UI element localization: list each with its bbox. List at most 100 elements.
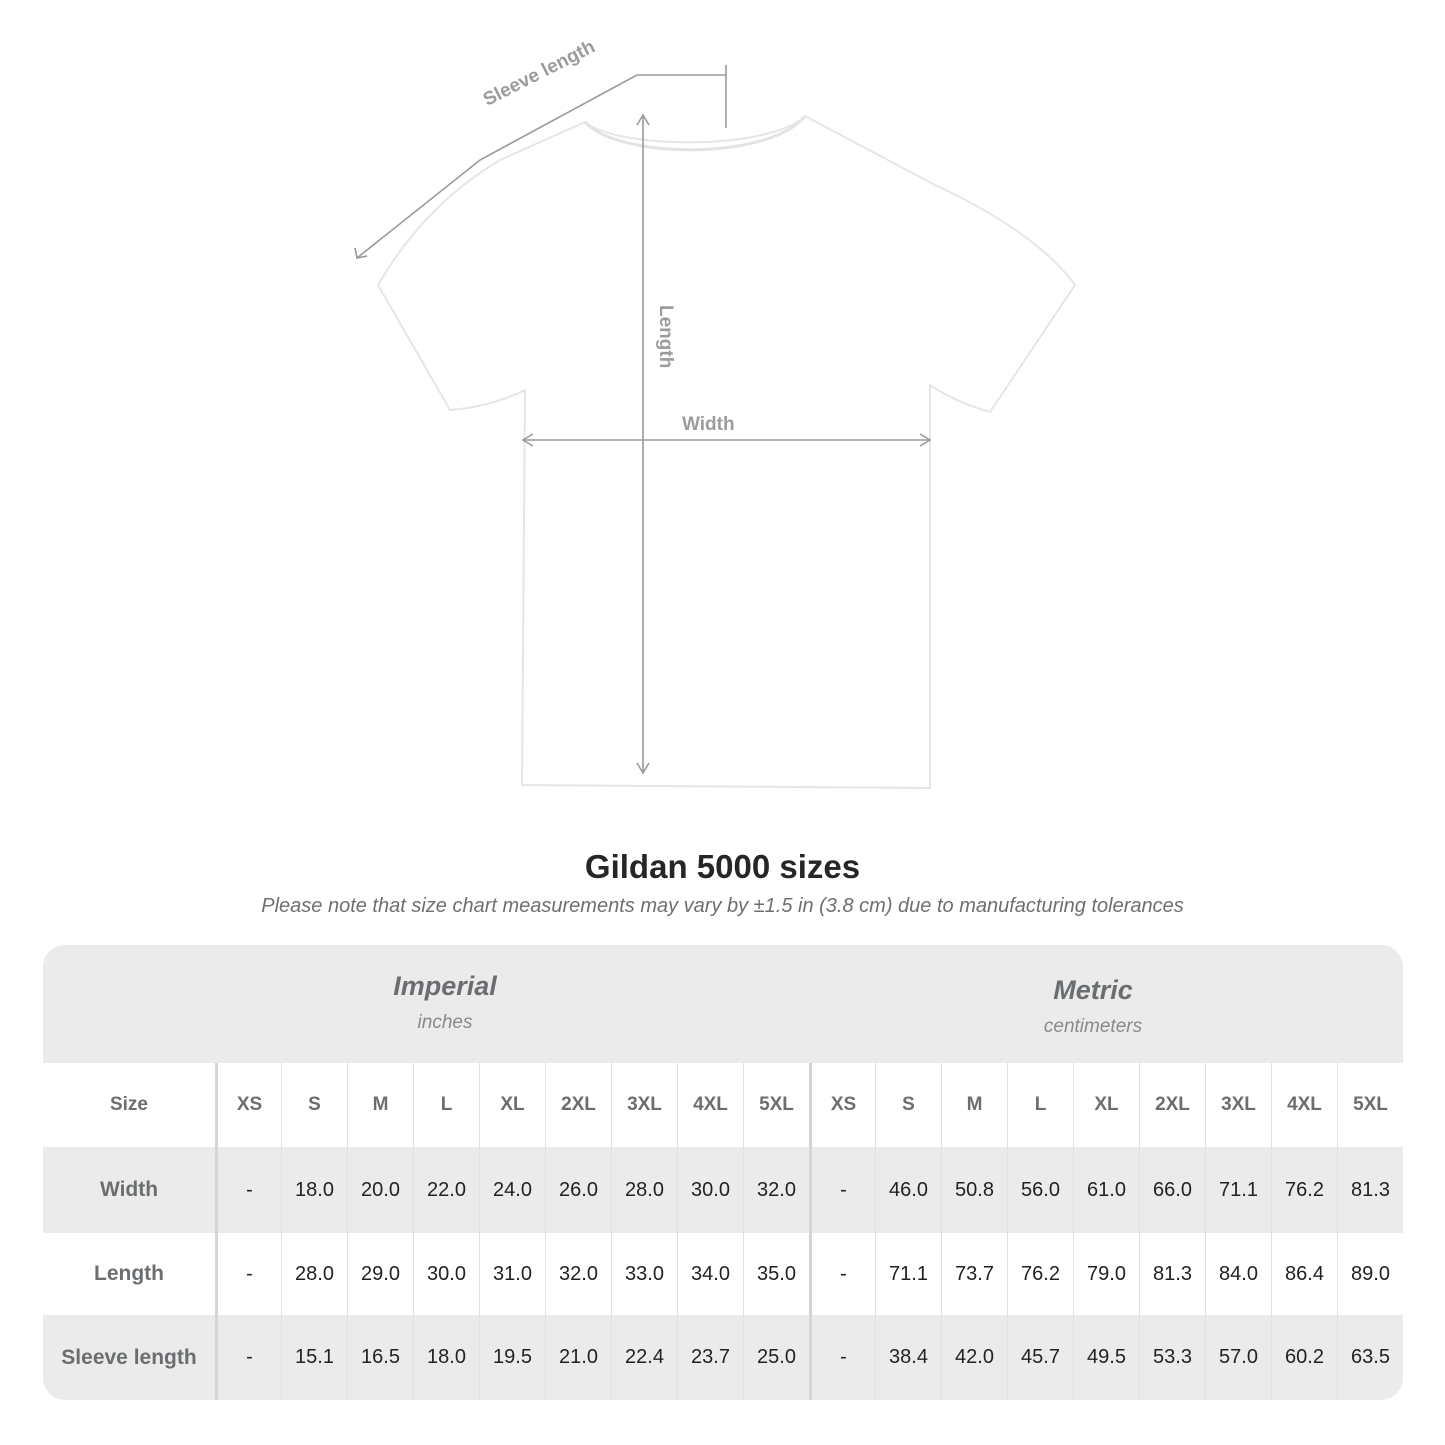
imperial-value-cell: 31.0 — [479, 1233, 545, 1315]
page-title: Gildan 5000 sizes — [584, 848, 861, 885]
metric-value-cell: 60.2 — [1271, 1315, 1337, 1400]
imperial-value-cell: 34.0 — [677, 1233, 743, 1315]
width-arrow-right — [919, 433, 932, 447]
imperial-value-cell: 28.0 — [611, 1147, 677, 1233]
sleeve-measure-line — [356, 74, 726, 259]
metric-value-cell: 73.7 — [941, 1233, 1007, 1315]
length-label: Length — [655, 305, 676, 369]
imperial-value-cell: 25.0 — [743, 1315, 809, 1400]
size-header-cell: XL — [1073, 1063, 1139, 1147]
metric-value-cell: 86.4 — [1271, 1233, 1337, 1315]
size-table: Imperial inches Metric centimeters Size X… — [43, 945, 1403, 1400]
metric-value-cell: 71.1 — [875, 1233, 941, 1315]
table-row: Width -18.0 20.0 22.0 24.0 26.0 28.0 30.0 32.0-4… — [43, 1147, 1403, 1233]
imperial-value-cell: 33.0 — [611, 1233, 677, 1315]
imperial-value-cell: 29.0 — [347, 1233, 413, 1315]
imperial-value-cell: 28.0 — [281, 1233, 347, 1315]
imperial-value-cell: 35.0 — [743, 1233, 809, 1315]
length-arrow-bottom — [636, 762, 650, 775]
sleeve-arrow — [354, 247, 368, 259]
imperial-value-cell: 18.0 — [281, 1147, 347, 1233]
imperial-value-cell: 32.0 — [743, 1147, 809, 1233]
metric-value-cell: 79.0 — [1073, 1233, 1139, 1315]
table-row: Length -28.0 29.0 30.0 31.0 32.0 33.0 34.0 35.0-… — [43, 1233, 1403, 1315]
imperial-value-cell: 30.0 — [413, 1233, 479, 1315]
imperial-value-cell: 16.5 — [347, 1315, 413, 1400]
metric-value-cell: 63.5 — [1337, 1315, 1403, 1400]
imperial-value-cell: 23.7 — [677, 1315, 743, 1400]
metric-value-cell: 76.2 — [1007, 1233, 1073, 1315]
metric-value-cell: 89.0 — [1337, 1233, 1403, 1315]
size-header-cell: 4XL — [1271, 1063, 1337, 1147]
imperial-value-cell: 20.0 — [347, 1147, 413, 1233]
imperial-value-cell: 19.5 — [479, 1315, 545, 1400]
metric-value-cell: 49.5 — [1073, 1315, 1139, 1400]
size-header-cell: L — [413, 1063, 479, 1147]
length-arrow-top — [636, 113, 650, 126]
imperial-value-cell: 15.1 — [281, 1315, 347, 1400]
metric-value-cell: - — [809, 1233, 875, 1315]
size-header-cell: L — [1007, 1063, 1073, 1147]
imperial-value-cell: - — [215, 1315, 281, 1400]
size-header-cell: 2XL — [1139, 1063, 1205, 1147]
metric-unit: centimeters — [1043, 1016, 1143, 1037]
metric-value-cell: 81.3 — [1337, 1147, 1403, 1233]
width-arrow-left — [521, 433, 534, 447]
metric-value-cell: 81.3 — [1139, 1233, 1205, 1315]
imperial-value-cell: 22.4 — [611, 1315, 677, 1400]
size-header-cell: 3XL — [611, 1063, 677, 1147]
imperial-header: Imperial inches — [148, 971, 742, 1034]
size-header-cell: XS — [215, 1063, 281, 1147]
imperial-value-cell: 22.0 — [413, 1147, 479, 1233]
metric-value-cell: 57.0 — [1205, 1315, 1271, 1400]
size-header-cell: 4XL — [677, 1063, 743, 1147]
metric-value-cell: 84.0 — [1205, 1233, 1271, 1315]
size-header-cell: XL — [479, 1063, 545, 1147]
metric-value-cell: 46.0 — [875, 1147, 941, 1233]
metric-value-cell: 56.0 — [1007, 1147, 1073, 1233]
metric-value-cell: 66.0 — [1139, 1147, 1205, 1233]
imperial-value-cell: 18.0 — [413, 1315, 479, 1400]
imperial-unit: inches — [417, 1012, 473, 1033]
row-label: Size — [109, 1094, 149, 1115]
size-header-cell: 5XL — [1337, 1063, 1403, 1147]
row-label: Length — [94, 1262, 164, 1285]
metric-title: Metric — [1053, 975, 1133, 1005]
imperial-value-cell: 32.0 — [545, 1233, 611, 1315]
metric-value-cell: 76.2 — [1271, 1147, 1337, 1233]
imperial-value-cell: 24.0 — [479, 1147, 545, 1233]
metric-value-cell: 45.7 — [1007, 1315, 1073, 1400]
collar — [583, 115, 807, 152]
size-header-row: Size XS S M L XL 2XL 3XL 4XL 5XL XS S M L XL 2XL 3XL 4XL 5… — [43, 1063, 1403, 1147]
size-header-cell: S — [875, 1063, 941, 1147]
table-header-band — [43, 945, 1403, 1063]
size-header-cell: 5XL — [743, 1063, 809, 1147]
width-label: Width — [682, 414, 735, 435]
size-header-cell: M — [941, 1063, 1007, 1147]
size-header-cell: S — [281, 1063, 347, 1147]
tolerance-note: Please note that size chart measurements… — [261, 895, 1184, 917]
size-header-cell: 3XL — [1205, 1063, 1271, 1147]
metric-value-cell: - — [809, 1147, 875, 1233]
metric-value-cell: 38.4 — [875, 1315, 941, 1400]
metric-header: Metric centimeters — [796, 975, 1390, 1038]
imperial-value-cell: 30.0 — [677, 1147, 743, 1233]
imperial-value-cell: - — [215, 1147, 281, 1233]
size-header-cell: M — [347, 1063, 413, 1147]
metric-value-cell: 71.1 — [1205, 1147, 1271, 1233]
metric-value-cell: 53.3 — [1139, 1315, 1205, 1400]
imperial-value-cell: - — [215, 1233, 281, 1315]
metric-value-cell: 50.8 — [941, 1147, 1007, 1233]
size-header-cell: 2XL — [545, 1063, 611, 1147]
imperial-value-cell: 26.0 — [545, 1147, 611, 1233]
metric-value-cell: 61.0 — [1073, 1147, 1139, 1233]
tshirt-shape — [376, 114, 1077, 790]
tshirt-diagram — [354, 65, 1077, 790]
imperial-title: Imperial — [393, 971, 497, 1001]
row-label: Sleeve length — [61, 1345, 197, 1369]
metric-value-cell: - — [809, 1315, 875, 1400]
imperial-value-cell: 21.0 — [545, 1315, 611, 1400]
row-label: Width — [99, 1178, 159, 1201]
table-row: Sleeve length -15.1 16.5 18.0 19.5 21.0 22.4 23… — [43, 1315, 1403, 1400]
size-header-cell: XS — [809, 1063, 875, 1147]
